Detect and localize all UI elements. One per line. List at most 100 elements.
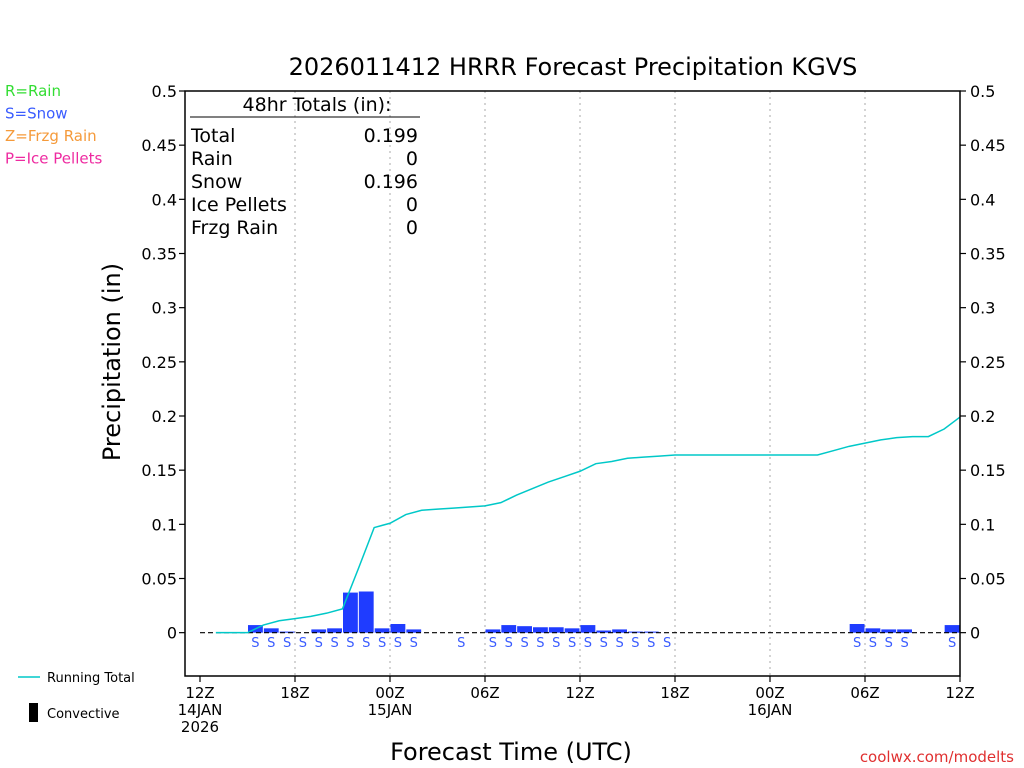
precip-bar <box>501 625 517 633</box>
totals-row-value: 0.196 <box>364 171 418 193</box>
precip-bar <box>548 627 564 633</box>
y-axis-left: 0 0.05 0.1 0.15 0.2 0.25 0.3 0.35 0.4 0.45 0.5 <box>141 82 185 643</box>
x-tick-label: 2026 <box>181 718 219 736</box>
y-tick-label-left: 0.2 <box>152 407 177 426</box>
running-total-legend-label: Running Total <box>47 671 135 686</box>
totals-row-value: 0 <box>406 194 418 216</box>
totals-row-value: 0 <box>406 217 418 239</box>
ptype-marker: S <box>378 636 386 651</box>
x-tick-label: 18Z <box>660 684 689 702</box>
ptype-marker: S <box>536 636 544 651</box>
precip-bar <box>849 624 865 633</box>
convective-legend-label: Convective <box>47 707 120 722</box>
precip-bar <box>865 628 881 633</box>
x-axis-title: Forecast Time (UTC) <box>390 738 632 766</box>
y-tick-label-left: 0.15 <box>141 461 177 480</box>
precip-bar <box>406 629 422 633</box>
ptype-marker: S <box>663 636 671 651</box>
ptype-marker: S <box>885 636 893 651</box>
series-legend: Running Total Convective <box>18 671 135 722</box>
precip-bar <box>897 629 912 633</box>
y-axis-right: 0 0.05 0.1 0.15 0.2 0.25 0.3 0.35 0.4 0.45 0.5 <box>960 82 1006 643</box>
x-tick-label: 16JAN <box>748 701 793 719</box>
ptype-marker: S <box>853 636 861 651</box>
y-tick-label-left: 0.3 <box>152 299 177 318</box>
y-tick-label-right: 0.2 <box>970 407 995 426</box>
y-tick-label-left: 0.4 <box>152 190 177 209</box>
y-tick-label-right: 0.15 <box>970 461 1006 480</box>
y-tick-label-left: 0.05 <box>141 570 177 589</box>
y-tick-label-right: 0.4 <box>970 190 995 209</box>
precip-bar <box>343 592 358 633</box>
ptype-legend-item: R=Rain <box>5 82 61 100</box>
y-axis-title: Precipitation (in) <box>98 263 126 461</box>
y-tick-label-left: 0 <box>167 624 177 643</box>
precip-bar <box>564 628 580 633</box>
x-tick-label: 18Z <box>280 684 309 702</box>
ptype-marker: S <box>394 636 402 651</box>
ptype-marker: S <box>600 636 608 651</box>
ptype-marker: S <box>520 636 528 651</box>
ptype-marker: S <box>568 636 576 651</box>
ptype-marker: S <box>283 636 291 651</box>
totals-row-label: Snow <box>191 171 242 193</box>
ptype-marker: S <box>552 636 560 651</box>
precip-bar <box>517 626 532 633</box>
ptype-marker: S <box>410 636 418 651</box>
ptype-legend: R=Rain S=Snow Z=Frzg Rain P=Ice Pellets <box>5 82 102 168</box>
ptype-legend-item: Z=Frzg Rain <box>5 127 97 145</box>
totals-heading: 48hr Totals (in): <box>243 94 392 116</box>
y-tick-label-right: 0.5 <box>970 82 995 101</box>
ptype-marker: S <box>489 636 497 651</box>
precip-bar <box>612 629 627 633</box>
x-tick-label: 14JAN <box>178 701 223 719</box>
ptype-marker: S <box>267 636 275 651</box>
precip-bar <box>390 624 406 633</box>
precip-bar <box>263 628 279 633</box>
ptype-marker: S <box>869 636 877 651</box>
y-tick-label-left: 0.35 <box>141 245 177 264</box>
gridlines <box>294 91 866 676</box>
totals-box: 48hr Totals (in): Total 0.199 Rain 0 Snow 0.19… <box>190 94 420 239</box>
ptype-marker: S <box>647 636 655 651</box>
precip-bar <box>374 628 390 633</box>
ptype-marker: S <box>251 636 259 651</box>
precip-bar <box>580 625 596 633</box>
ptype-marker: S <box>330 636 338 651</box>
precip-bar <box>358 591 374 633</box>
totals-row-label: Frzg Rain <box>191 217 278 239</box>
totals-row-label: Ice Pellets <box>191 194 287 216</box>
precip-bar <box>327 628 342 633</box>
totals-row-value: 0 <box>406 148 418 170</box>
y-tick-label-left: 0.5 <box>152 82 177 101</box>
ptype-legend-item: S=Snow <box>5 105 68 123</box>
ptype-marker: S <box>315 636 323 651</box>
convective-legend-swatch <box>29 703 38 722</box>
y-tick-label-right: 0 <box>970 624 980 643</box>
precip-bar <box>881 629 897 633</box>
y-tick-label-left: 0.25 <box>141 353 177 372</box>
precip-bar <box>485 629 501 633</box>
ptype-marker: S <box>631 636 639 651</box>
ptype-marker: S <box>299 636 307 651</box>
x-tick-label: 12Z <box>185 684 214 702</box>
ptype-marker: S <box>362 636 370 651</box>
y-tick-label-right: 0.05 <box>970 570 1006 589</box>
y-tick-label-right: 0.25 <box>970 353 1006 372</box>
running-total-line <box>215 416 961 634</box>
plot-border <box>184 90 961 677</box>
ptype-marker: S <box>948 636 956 651</box>
precip-bar <box>311 629 327 633</box>
y-tick-label-right: 0.1 <box>970 515 995 534</box>
precip-bar <box>279 631 295 633</box>
ptype-marker: S <box>346 636 354 651</box>
plot-frame <box>184 90 961 677</box>
watermark: coolwx.com/modelts <box>860 748 1014 766</box>
precip-bar <box>533 627 548 633</box>
precip-bar <box>944 625 960 633</box>
x-tick-label: 12Z <box>565 684 594 702</box>
y-tick-label-right: 0.45 <box>970 136 1006 155</box>
